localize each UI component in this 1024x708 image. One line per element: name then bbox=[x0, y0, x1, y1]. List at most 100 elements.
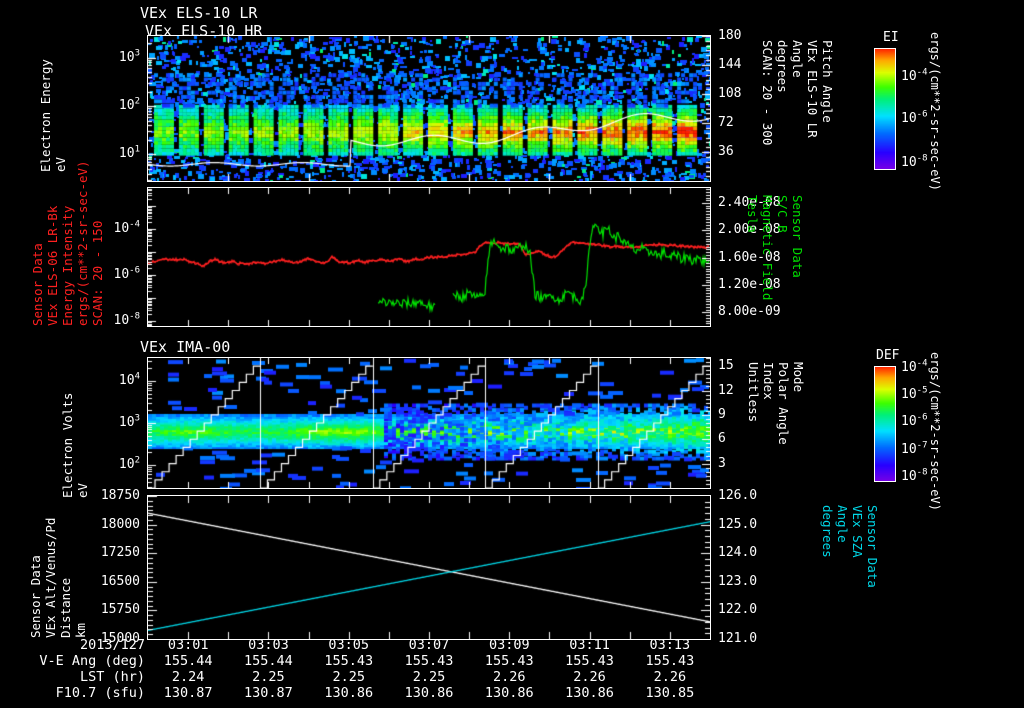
bottom-table-cell-r1-c4: 2.26 bbox=[493, 669, 526, 685]
panel3-right-tick-3: 6 bbox=[718, 431, 726, 447]
panel1-frame bbox=[147, 35, 711, 182]
time-tick-1: 03:03 bbox=[248, 637, 289, 653]
panel2-right-tick-4: 8.00e-09 bbox=[718, 304, 781, 320]
colorbar-def-frame bbox=[874, 366, 896, 482]
colorbar-def-units: ergs/(cm**2-sr-sec-eV) bbox=[928, 352, 942, 511]
panel2-right-tick-2: 1.60e-08 bbox=[718, 249, 781, 265]
bottom-table-cell-r0-c3: 155.43 bbox=[404, 653, 454, 669]
panel1-title-line1: VEx ELS-10 LR bbox=[140, 4, 258, 22]
bottom-table-cell-r2-c1: 130.87 bbox=[244, 685, 293, 701]
panel1-right-tick-1: 144 bbox=[718, 57, 742, 72]
bottom-table-row-label-2: F10.7 (sfu) bbox=[55, 685, 145, 701]
panel1-right-tick-4: 36 bbox=[718, 144, 734, 159]
panel4-left-tick-0: 18750 bbox=[100, 488, 140, 503]
bottom-table-cell-r0-c0: 155.44 bbox=[163, 653, 213, 669]
colorbar-ei-tick-2: 10-8 bbox=[901, 153, 928, 170]
bottom-table-cell-r0-c1: 155.44 bbox=[244, 653, 293, 669]
panel2-left-tick-1: 10-6 bbox=[113, 266, 141, 283]
panel2-right-tick-3: 1.20e-08 bbox=[718, 277, 781, 292]
colorbar-def-tick-1: 10-5 bbox=[901, 385, 928, 402]
panel4-right-tick-4: 122.0 bbox=[718, 602, 758, 618]
bottom-table-cell-r2-c0: 130.87 bbox=[163, 685, 213, 701]
bottom-table-cell-r2-c2: 130.86 bbox=[324, 685, 374, 701]
time-tick-2: 03:05 bbox=[328, 637, 370, 653]
panel2-line-plot bbox=[148, 188, 710, 326]
panel4-left-tick-2: 17250 bbox=[100, 545, 140, 561]
time-tick-4: 03:09 bbox=[488, 637, 530, 653]
bottom-table-cell-r1-c0: 2.24 bbox=[171, 669, 205, 685]
colorbar-def-caption: DEF bbox=[876, 348, 900, 363]
colorbar-ei-frame bbox=[874, 48, 896, 170]
panel2-left-axis-label: Sensor Data VEx ELS-06 LR-Bk Energy Inte… bbox=[30, 160, 105, 326]
panel4-left-tick-5: 15000 bbox=[100, 631, 140, 646]
panel2-right-axis-label: Sensor Data S/C B Magnetic Field Tesla bbox=[745, 195, 805, 301]
time-tick-0: 03:01 bbox=[167, 637, 209, 653]
colorbar-def-tick-4: 10-8 bbox=[901, 468, 928, 485]
panel4-right-tick-5: 121.0 bbox=[718, 631, 758, 646]
bottom-table-cell-r1-c6: 2.26 bbox=[653, 669, 687, 685]
time-tick-3: 03:07 bbox=[408, 637, 450, 653]
panel3-left-tick-2: 102 bbox=[118, 455, 140, 472]
bottom-table-cell-r2-c4: 130.86 bbox=[484, 685, 534, 701]
panel4-right-axis-label: Sensor Data VEx SZA Angle degrees bbox=[820, 505, 880, 588]
bottom-table-cell-r1-c2: 2.25 bbox=[332, 669, 365, 685]
colorbar-def-gradient bbox=[874, 366, 896, 482]
colorbar-ei-units: ergs/(cm**2-sr-sec-eV) bbox=[928, 32, 942, 191]
panel3-right-tick-0: 15 bbox=[718, 358, 734, 374]
panel1-right-axis-label: Pitch Angle VEx ELS-10 LR Angle degrees … bbox=[760, 40, 835, 146]
panel3-title: VEx IMA-00 bbox=[140, 338, 231, 356]
panel4-right-tick-2: 124.0 bbox=[718, 545, 758, 561]
panel3-right-tick-2: 9 bbox=[718, 406, 726, 422]
bottom-table-cell-r0-c4: 155.43 bbox=[484, 653, 534, 669]
bottom-table-cell-r0-c6: 155.43 bbox=[645, 653, 695, 669]
bottom-table-cell-r1-c3: 2.25 bbox=[412, 669, 446, 685]
time-tick-5: 03:11 bbox=[569, 637, 610, 653]
colorbar-def-tick-3: 10-7 bbox=[901, 440, 928, 457]
panel4-right-tick-3: 123.0 bbox=[718, 573, 758, 589]
bottom-table-cell-r0-c2: 155.43 bbox=[324, 653, 374, 669]
colorbar-ei-tick-1: 10-6 bbox=[901, 109, 928, 126]
bottom-table-cell-r2-c6: 130.85 bbox=[645, 685, 695, 701]
bottom-table-cell-r2-c5: 130.86 bbox=[565, 685, 614, 701]
panel2-right-tick-1: 2.00e-08 bbox=[718, 222, 781, 238]
panel3-left-tick-0: 104 bbox=[118, 371, 140, 389]
panel3-left-tick-1: 103 bbox=[118, 413, 140, 430]
panel4-right-tick-1: 125.0 bbox=[718, 516, 758, 532]
panel2-frame bbox=[147, 187, 711, 327]
panel1-right-tick-0: 180 bbox=[718, 28, 742, 43]
panel1-left-tick-2: 101 bbox=[118, 145, 140, 162]
bottom-table-cell-r1-c1: 2.25 bbox=[252, 669, 285, 685]
panel1-left-tick-1: 102 bbox=[118, 96, 140, 114]
panel2-left-tick-0: 10-4 bbox=[113, 220, 141, 237]
bottom-table-cell-r1-c5: 2.26 bbox=[573, 669, 606, 685]
panel3-right-tick-4: 3 bbox=[718, 455, 726, 471]
panel3-frame bbox=[147, 357, 711, 489]
panel2-right-tick-0: 2.40e-08 bbox=[718, 195, 781, 211]
bottom-table-row-label-0: V-E Ang (deg) bbox=[39, 653, 145, 669]
bottom-table-cell-r0-c5: 155.43 bbox=[565, 653, 614, 669]
panel3-left-axis-label: Electron Volts eV bbox=[60, 392, 90, 498]
panel4-left-tick-1: 18000 bbox=[100, 516, 140, 532]
panel1-right-tick-2: 108 bbox=[718, 86, 742, 101]
colorbar-ei-caption: EI bbox=[883, 30, 899, 45]
panel4-line-plot bbox=[148, 496, 710, 639]
time-tick-6: 03:13 bbox=[649, 637, 691, 653]
colorbar-def-tick-0: 10-4 bbox=[901, 358, 928, 376]
colorbar-def-tick-2: 10-6 bbox=[901, 412, 928, 429]
panel4-left-tick-3: 16500 bbox=[100, 573, 140, 589]
bottom-table-date-label: 2013/127 bbox=[79, 637, 145, 653]
bottom-table-cell-r2-c3: 130.86 bbox=[404, 685, 454, 701]
panel1-left-tick-0: 103 bbox=[118, 48, 140, 65]
panel4-left-tick-4: 15750 bbox=[100, 602, 140, 618]
panel2-left-tick-2: 10-8 bbox=[113, 312, 141, 329]
panel3-right-axis-label: Mode Polar Angle Index Unitless bbox=[746, 362, 806, 445]
panel4-right-tick-0: 126.0 bbox=[718, 488, 758, 503]
panel3-right-tick-1: 12 bbox=[718, 382, 734, 398]
colorbar-ei-gradient bbox=[874, 48, 896, 170]
panel3-spectrogram bbox=[148, 358, 710, 488]
colorbar-ei-tick-0: 10-4 bbox=[901, 67, 928, 85]
panel1-right-tick-3: 72 bbox=[718, 115, 734, 130]
panel4-frame bbox=[147, 495, 711, 640]
panel1-spectrogram bbox=[148, 36, 710, 181]
